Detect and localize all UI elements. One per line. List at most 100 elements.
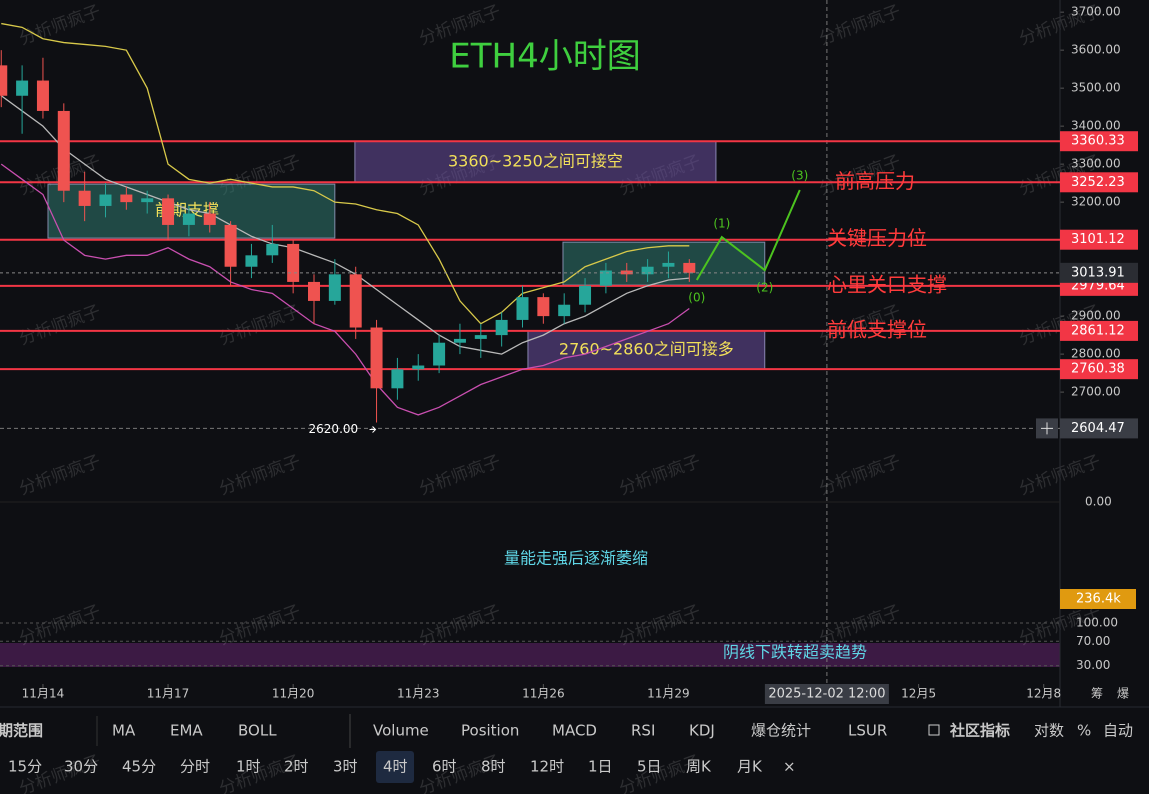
rsi-tick-label: 70.00 <box>1076 634 1110 648</box>
volume-badge <box>1060 589 1136 609</box>
rsi-tick-label: 100.00 <box>1076 616 1118 630</box>
candle-body <box>16 80 29 96</box>
interval-button[interactable]: 分时 <box>180 758 210 776</box>
cursor-x-label: 2025-12-02 12:00 <box>768 687 885 702</box>
x-tick-label: 11月29 <box>647 687 690 701</box>
y-tick-label: 3200.00 <box>1071 195 1121 209</box>
candle-body <box>245 255 258 267</box>
candle-body <box>433 342 446 366</box>
candle-body <box>287 243 300 282</box>
indicator-button[interactable]: 爆仓统计 <box>751 722 811 740</box>
cursor-price-label: 2604.47 <box>1071 421 1125 436</box>
level-label: 3360.33 <box>1071 134 1125 149</box>
candle-body <box>453 338 466 343</box>
level-label: 2861.12 <box>1071 323 1125 338</box>
y-tick-label: 3300.00 <box>1071 157 1121 171</box>
indicator-button[interactable]: KDJ <box>689 722 715 740</box>
candle-body <box>641 266 654 275</box>
y-tick-label: 2800.00 <box>1071 347 1121 361</box>
interval-button[interactable]: 3时 <box>333 758 358 776</box>
zone-label: 2760~2860之间可接多 <box>559 340 734 359</box>
candle-body <box>0 65 8 96</box>
interval-button[interactable]: 1日 <box>588 758 613 776</box>
interval-highlight <box>376 751 414 783</box>
interval-button[interactable]: 30分 <box>64 758 98 776</box>
close-button[interactable]: × <box>783 758 796 776</box>
toolbar-option[interactable]: 自动 <box>1103 722 1133 740</box>
level-note: 前低支撑位 <box>827 317 927 341</box>
candle-body <box>120 194 133 203</box>
rsi-band <box>0 643 1060 667</box>
level-label: 3101.12 <box>1071 232 1125 247</box>
candle-body <box>391 369 404 389</box>
candle-body <box>683 262 696 273</box>
candle-body <box>349 274 362 328</box>
candle-body <box>474 335 487 339</box>
interval-button[interactable]: 12时 <box>530 758 564 776</box>
y-tick-label: 3500.00 <box>1071 81 1121 95</box>
candle-body <box>495 319 508 336</box>
toolbar-option[interactable]: 社区指标 <box>949 722 1010 740</box>
level-note: 前高压力 <box>835 169 915 193</box>
candle-body <box>328 274 341 301</box>
candle-body <box>162 198 175 225</box>
projection-line <box>695 189 801 281</box>
indicator-button[interactable]: RSI <box>631 722 655 740</box>
x-tick-label: 11月14 <box>22 687 65 701</box>
interval-button[interactable]: 15分 <box>8 758 42 776</box>
candle-body <box>307 281 320 301</box>
candle-body <box>516 297 529 320</box>
x-tick-label: 12月5 <box>901 687 936 701</box>
candle-body <box>182 213 195 225</box>
interval-button[interactable]: 5日 <box>637 758 662 776</box>
indicator-button[interactable]: 期范围 <box>0 722 43 740</box>
level-badge <box>1060 131 1138 152</box>
level-note: 心里关口支撑 <box>827 272 947 296</box>
level-badge <box>1060 172 1138 193</box>
candle-body <box>224 224 237 267</box>
edit-icon <box>928 724 940 736</box>
candle-body <box>36 80 49 111</box>
interval-button[interactable]: 月K <box>737 758 763 776</box>
y-tick-label: 2700.00 <box>1071 385 1121 399</box>
zone <box>47 183 336 239</box>
y-tick-label: 3400.00 <box>1071 119 1121 133</box>
x-tick-label: 11月23 <box>397 687 440 701</box>
level-badge <box>1060 229 1138 250</box>
last-price-label: 3013.91 <box>1071 265 1125 280</box>
indicator-button[interactable]: LSUR <box>848 722 887 740</box>
y-tick-label: 3600.00 <box>1071 43 1121 57</box>
indicator-button[interactable]: Volume <box>373 722 429 740</box>
wave-label: (2) <box>756 281 773 295</box>
indicator-button[interactable]: Position <box>461 722 519 740</box>
axis-icon: 筹 <box>1091 687 1103 701</box>
interval-button[interactable]: 45分 <box>122 758 156 776</box>
interval-button[interactable]: 8时 <box>481 758 506 776</box>
indicator-button[interactable]: EMA <box>170 722 203 740</box>
indicator-button[interactable]: MA <box>112 722 136 740</box>
candle-body <box>558 304 571 317</box>
candle-body <box>370 327 383 389</box>
candle-body <box>599 270 612 286</box>
candle-body <box>78 190 91 206</box>
toolbar-option[interactable]: % <box>1077 722 1091 740</box>
interval-button[interactable]: 4时 <box>383 758 408 776</box>
cursor-price-badge <box>1060 418 1138 439</box>
low-arrow <box>369 426 377 433</box>
plus-icon <box>1041 422 1053 435</box>
level-badge <box>1060 320 1138 341</box>
interval-button[interactable]: 1时 <box>236 758 261 776</box>
toolbar-option[interactable]: 对数 <box>1034 722 1064 740</box>
interval-button[interactable]: 周K <box>686 758 712 776</box>
indicator-button[interactable]: MACD <box>552 722 597 740</box>
axis-icon: 爆 <box>1117 687 1129 701</box>
x-tick-label: 11月26 <box>522 687 565 701</box>
volume-note: 量能走强后逐渐萎缩 <box>504 549 648 568</box>
y-tick-label: 3700.00 <box>1071 5 1121 19</box>
indicator-button[interactable]: BOLL <box>238 722 277 740</box>
interval-button[interactable]: 2时 <box>284 758 309 776</box>
candle-body <box>662 262 675 267</box>
interval-button[interactable]: 6时 <box>432 758 457 776</box>
band-line <box>0 95 690 355</box>
chart-title: ETH4小时图 <box>449 37 640 77</box>
